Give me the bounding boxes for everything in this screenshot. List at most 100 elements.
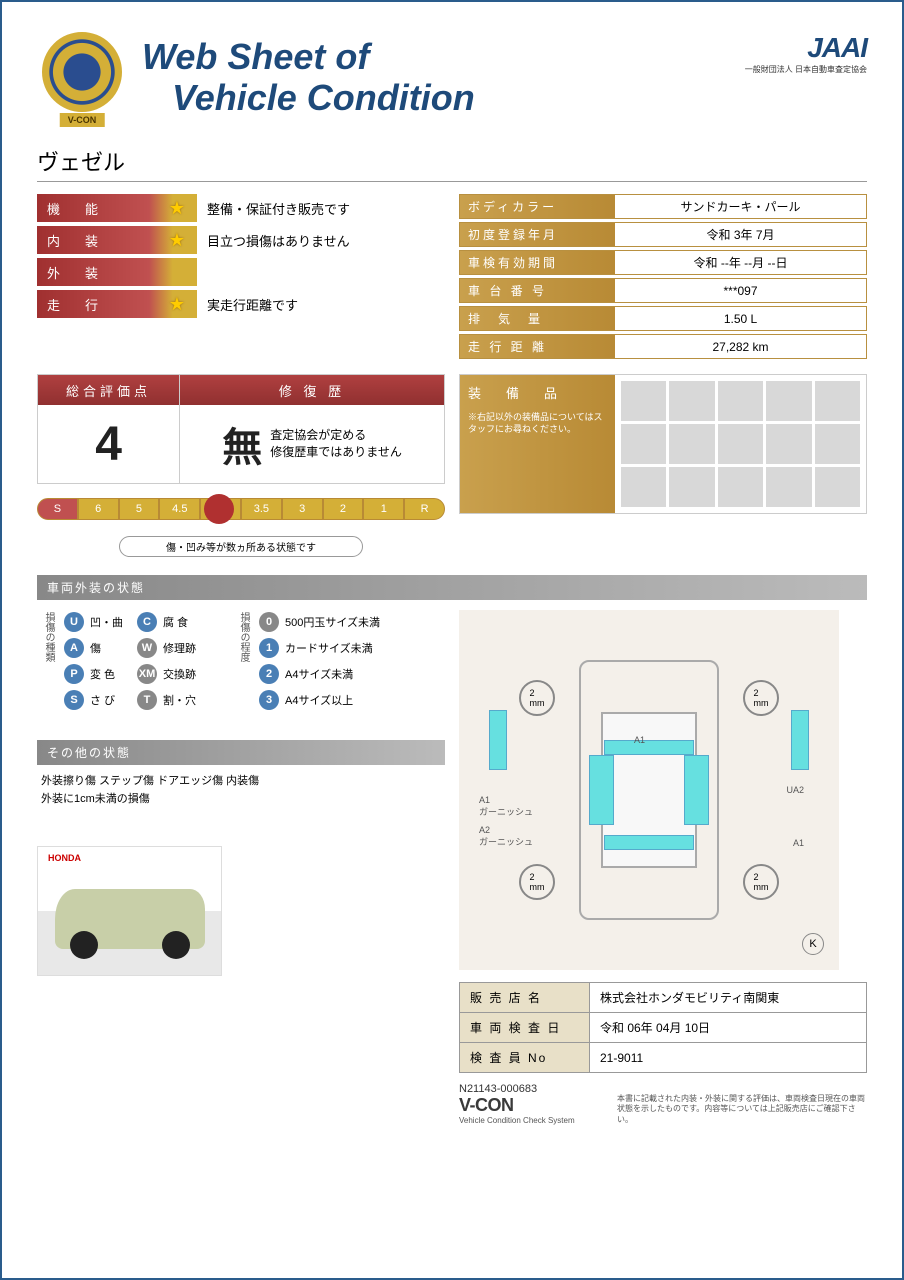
equipment-cell: [815, 381, 860, 421]
repair-history-mark: 無: [222, 415, 262, 473]
car-silhouette-icon: [55, 889, 205, 949]
section-other-header: その他の状態: [37, 740, 445, 765]
dealer-row: 車 両 検 査 日令和 06年 04月 10日: [460, 1013, 867, 1043]
legend-type-label: 損傷の種類: [41, 612, 56, 710]
equipment-title: 装 備 品: [468, 383, 607, 402]
rating-text: 整備・保証付き販売です: [207, 199, 350, 218]
dealer-label: 販 売 店 名: [460, 983, 590, 1013]
equipment-cell: [815, 467, 860, 507]
vehicle-name: ヴェゼル: [37, 137, 867, 182]
dealer-value: 21-9011: [590, 1043, 867, 1073]
star-icon: ★: [169, 294, 191, 315]
legend-code-icon: A: [64, 638, 84, 658]
rating-label: 内 装★: [37, 226, 197, 254]
legend-code-icon: T: [137, 690, 157, 710]
vcon-logo-sub: Vehicle Condition Check System: [459, 1116, 575, 1125]
vehicle-photo: HONDA: [37, 846, 222, 976]
equipment-grid: [615, 375, 866, 513]
score-head-left: 総合評価点: [38, 375, 179, 405]
score-scale: S654.543.5321R: [37, 498, 445, 532]
equipment-cell: [621, 424, 666, 464]
specs-column: ボディカラーサンドカーキ・パール初度登録年月令和 3年 7月車検有効期間令和 -…: [459, 194, 867, 362]
equipment-cell: [766, 381, 811, 421]
rating-row: 内 装★目立つ損傷はありません: [37, 226, 445, 254]
equipment-block: 装 備 品 ※右記以外の装備品についてはスタッフにお尋ねください。: [459, 374, 867, 514]
rating-text: 実走行距離です: [207, 295, 298, 314]
legend-item: W修理跡: [137, 638, 196, 658]
legend-code-icon: U: [64, 612, 84, 632]
legend-item: 1カードサイズ未満: [259, 638, 380, 658]
diagram-wheel: 2mm: [519, 864, 555, 900]
equipment-cell: [815, 424, 860, 464]
rating-label: 走 行★: [37, 290, 197, 318]
rating-row: 走 行★ 実走行距離です: [37, 290, 445, 318]
legend-code-icon: 3: [259, 690, 279, 710]
diagram-label: UA2: [786, 785, 804, 795]
scale-segment: 6: [78, 498, 119, 520]
legend-row: 損傷の種類 U凹・曲C腐 食A傷W修理跡P変 色XM交換跡Sさ びT割・穴 損傷…: [37, 600, 445, 722]
honda-badge: HONDA: [48, 853, 81, 863]
spec-row: ボディカラーサンドカーキ・パール: [459, 194, 867, 219]
dealer-label: 検 査 員 No: [460, 1043, 590, 1073]
spec-label: 車 台 番 号: [460, 279, 615, 302]
diagram-wheel: 2mm: [519, 680, 555, 716]
spec-label: 車検有効期間: [460, 251, 615, 274]
vcon-badge-icon: V-CON: [37, 32, 127, 122]
document-page: JAAI 一般財団法人 日本自動車査定協会 V-CON Web Sheet of…: [0, 0, 904, 1280]
scale-segment: 2: [323, 498, 364, 520]
spec-row: 排 気 量1.50 L: [459, 306, 867, 331]
equipment-cell: [669, 424, 714, 464]
equipment-cell: [621, 467, 666, 507]
legend-item: P変 色: [64, 664, 123, 684]
score-block: 総合評価点 4 修 復 歴 無 査定協会が定める 修復歴車ではありません: [37, 374, 445, 484]
diagram-label: A1: [634, 735, 645, 745]
spec-value: サンドカーキ・パール: [615, 195, 866, 218]
mid-columns: 総合評価点 4 修 復 歴 無 査定協会が定める 修復歴車ではありません S65…: [37, 362, 867, 557]
spec-label: ボディカラー: [460, 195, 615, 218]
rating-row: 外 装: [37, 258, 445, 286]
scale-caption: 傷・凹み等が数ヵ所ある状態です: [119, 536, 364, 557]
footer-disclaimer: 本書に記載された内装・外装に関する評価は、車両検査日現在の車両状態を示したもので…: [617, 1094, 867, 1125]
legend-degree-label: 損傷の程度: [236, 612, 251, 710]
dealer-label: 車 両 検 査 日: [460, 1013, 590, 1043]
spec-label: 初度登録年月: [460, 223, 615, 246]
spec-row: 車 台 番 号***097: [459, 278, 867, 303]
diagram-label: A2ガーニッシュ: [479, 825, 533, 848]
equipment-note: ※右記以外の装備品についてはスタッフにお尋ねください。: [468, 412, 607, 435]
spec-label: 走 行 距 離: [460, 335, 615, 358]
legend-item: XM交換跡: [137, 664, 196, 684]
scale-segment: 3.5: [241, 498, 282, 520]
scale-segment: 4.5: [159, 498, 200, 520]
top-columns: 機 能★整備・保証付き販売です内 装★目立つ損傷はありません外 装 走 行★ 実走…: [37, 194, 867, 362]
equipment-cell: [718, 424, 763, 464]
equipment-cell: [621, 381, 666, 421]
equipment-cell: [718, 381, 763, 421]
other-notes: 外装擦り傷 ステップ傷 ドアエッジ傷 内装傷外装に1cm未満の損傷: [37, 765, 445, 816]
rating-row: 機 能★整備・保証付き販売です: [37, 194, 445, 222]
legend-code-icon: 2: [259, 664, 279, 684]
legend-item: T割・穴: [137, 690, 196, 710]
equipment-cell: [669, 381, 714, 421]
legend-item: U凹・曲: [64, 612, 123, 632]
dealer-table: 販 売 店 名株式会社ホンダモビリティ南関東車 両 検 査 日令和 06年 04…: [459, 982, 867, 1073]
spec-value: 1.50 L: [615, 307, 866, 330]
diagram-label: A1ガーニッシュ: [479, 795, 533, 818]
repair-history-text: 査定協会が定める 修復歴車ではありません: [270, 427, 402, 461]
page-title: Web Sheet of Vehicle Condition: [142, 36, 475, 119]
legend-item: Sさ び: [64, 690, 123, 710]
scale-segment: 5: [119, 498, 160, 520]
equipment-cell: [766, 467, 811, 507]
jaai-logo-text: JAAI: [745, 32, 867, 64]
overall-score: 4: [95, 417, 122, 472]
legend-code-icon: XM: [137, 664, 157, 684]
vehicle-diagram: 2mm 2mm 2mm 2mm A1ガーニッシュ A2ガーニッシュ UA2 A1…: [459, 610, 839, 970]
spec-value: 令和 3年 7月: [615, 223, 866, 246]
legend-item: 2A4サイズ未満: [259, 664, 380, 684]
rating-label: 外 装: [37, 258, 197, 286]
equipment-cell: [718, 467, 763, 507]
legend-code-icon: 1: [259, 638, 279, 658]
spec-label: 排 気 量: [460, 307, 615, 330]
diagram-wheel: 2mm: [743, 680, 779, 716]
scale-segment: 1: [363, 498, 404, 520]
diagram-label: A1: [793, 838, 804, 848]
